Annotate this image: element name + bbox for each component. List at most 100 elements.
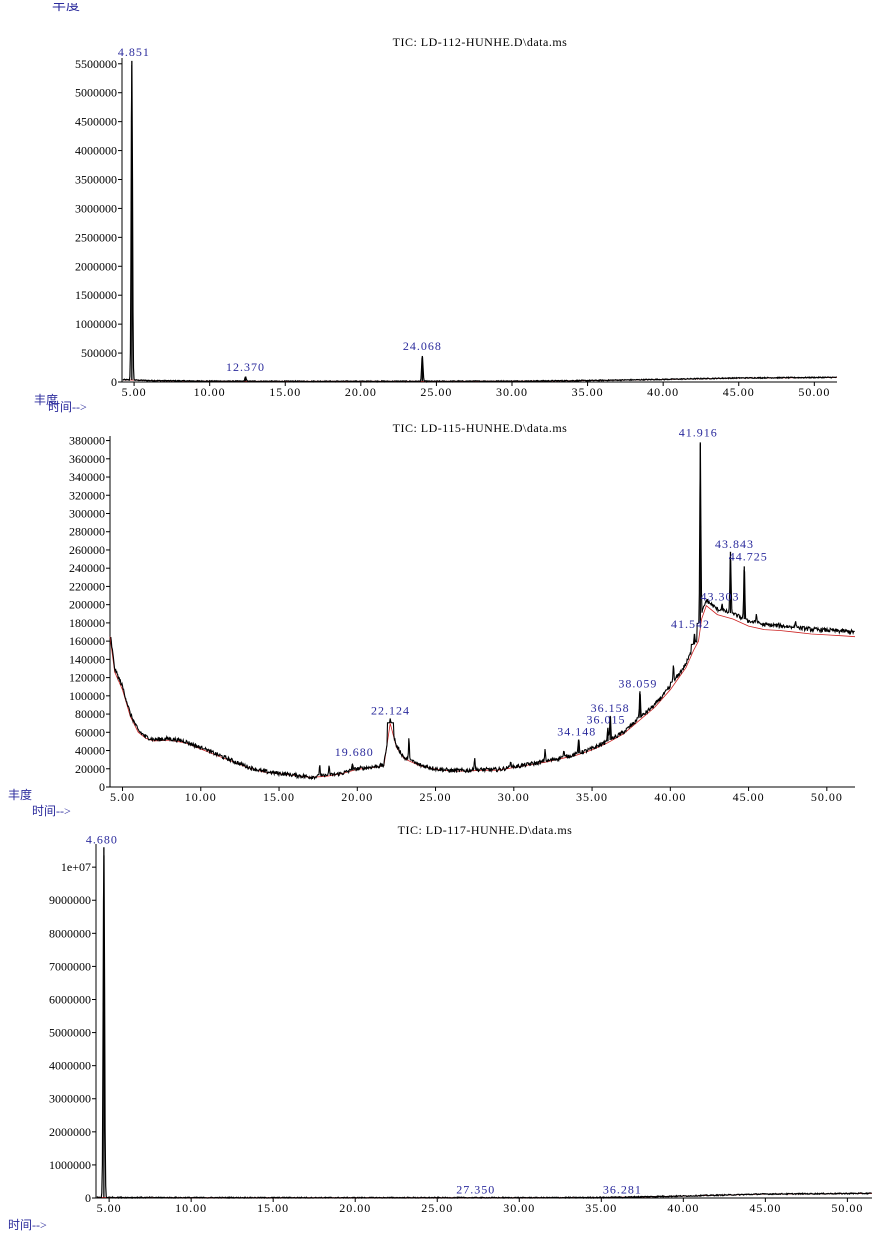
x-tick-label: 45.00 [749, 1201, 781, 1215]
x-tick-label: 25.00 [420, 385, 452, 399]
peak-label: 41.916 [679, 425, 718, 439]
x-tick-label: 5.00 [97, 1201, 122, 1215]
peak-label: 22.124 [371, 703, 410, 717]
y-tick-label: 360000 [69, 452, 105, 466]
peak-label: 38.059 [618, 676, 657, 690]
x-tick-label: 45.00 [733, 790, 765, 804]
y-tick-label: 80000 [75, 707, 105, 721]
x-tick-label: 45.00 [723, 385, 755, 399]
tic-trace [110, 443, 855, 781]
y-tick-label: 20000 [75, 762, 105, 776]
y-tick-label: 3000000 [49, 1092, 91, 1106]
y-tick-label: 2500000 [75, 230, 117, 244]
x-axis-label: 时间--> [32, 804, 71, 818]
chart-title: TIC: LD-115-HUNHE.D\data.ms [393, 421, 568, 435]
x-tick-label: 5.00 [122, 385, 147, 399]
x-tick-label: 40.00 [647, 385, 679, 399]
y-tick-label: 220000 [69, 579, 105, 593]
y-tick-label: 9000000 [49, 893, 91, 907]
x-axis-label: 时间--> [48, 400, 87, 414]
y-tick-label: 0 [85, 1191, 91, 1205]
peak-label: 4.851 [118, 45, 150, 59]
tic-trace [122, 64, 837, 384]
y-tick-label: 1e+07 [61, 860, 91, 874]
chart-panel-2: TIC: LD-115-HUNHE.D\data.ms 0 20000 40000 60… [8, 421, 856, 818]
y-tick-label: 1000000 [75, 317, 117, 331]
y-tick-label: 5500000 [75, 57, 117, 71]
y-tick-label: 300000 [69, 506, 105, 520]
y-tick-label: 4500000 [75, 115, 117, 129]
peak-label: 43.843 [715, 537, 754, 551]
y-tick-label: 120000 [69, 671, 105, 685]
peak-label: 43.303 [701, 590, 740, 604]
y-tick-label: 6000000 [49, 992, 91, 1006]
x-tick-label: 10.00 [194, 385, 226, 399]
x-tick-label: 40.00 [654, 790, 686, 804]
x-tick-label: 35.00 [572, 385, 604, 399]
y-tick-label: 240000 [69, 561, 105, 575]
peak-label: 12.370 [226, 360, 265, 374]
y-tick-label: 260000 [69, 543, 105, 557]
peak-label: 36.281 [603, 1183, 642, 1197]
y-tick-label: 0 [99, 780, 105, 794]
y-tick-label: 180000 [69, 616, 105, 630]
y-tick-label: 340000 [69, 470, 105, 484]
x-tick-label: 50.00 [798, 385, 830, 399]
x-tick-label: 10.00 [185, 790, 217, 804]
y-axis-label: 丰度 [8, 787, 32, 802]
x-tick-label: 15.00 [257, 1201, 289, 1215]
y-tick-label: 8000000 [49, 926, 91, 940]
peak-label: 44.725 [729, 549, 768, 563]
y-tick-label: 100000 [69, 689, 105, 703]
x-tick-label: 20.00 [339, 1201, 371, 1215]
peak-label: 27.350 [456, 1183, 495, 1197]
y-tick-label: 3000000 [75, 201, 117, 215]
x-tick-label: 25.00 [420, 790, 452, 804]
x-tick-label: 35.00 [576, 790, 608, 804]
y-tick-label: 1500000 [75, 288, 117, 302]
x-tick-label: 30.00 [496, 385, 528, 399]
x-tick-label: 10.00 [175, 1201, 207, 1215]
chart-title: TIC: LD-117-HUNHE.D\data.ms [398, 823, 573, 837]
x-tick-label: 15.00 [263, 790, 295, 804]
chart-title: TIC: LD-112-HUNHE.D\data.ms [393, 35, 568, 49]
x-tick-label: 5.00 [110, 790, 135, 804]
y-tick-label: 2000000 [49, 1125, 91, 1139]
peak-label: 36.158 [591, 701, 630, 715]
y-tick-label: 4000000 [75, 144, 117, 158]
y-tick-label: 380000 [69, 434, 105, 448]
peak-label: 34.148 [557, 725, 596, 739]
y-tick-label: 5000000 [49, 1026, 91, 1040]
y-tick-label: 40000 [75, 744, 105, 758]
x-tick-label: 15.00 [269, 385, 301, 399]
x-tick-label: 50.00 [831, 1201, 863, 1215]
y-tick-label: 1000000 [49, 1158, 91, 1172]
x-tick-label: 20.00 [341, 790, 373, 804]
y-tick-label: 2000000 [75, 259, 117, 273]
x-tick-label: 50.00 [811, 790, 843, 804]
y-tick-label: 280000 [69, 525, 105, 539]
tic-trace [96, 855, 872, 1200]
y-tick-label: 200000 [69, 598, 105, 612]
x-tick-label: 30.00 [498, 790, 530, 804]
x-tick-label: 40.00 [667, 1201, 699, 1215]
y-tick-label: 3500000 [75, 173, 117, 187]
y-tick-label: 60000 [75, 725, 105, 739]
chart-panel-3: TIC: LD-117-HUNHE.D\data.ms 0 1000000 20000… [8, 823, 873, 1232]
peak-label: 36.015 [586, 713, 625, 727]
y-tick-label: 4000000 [49, 1059, 91, 1073]
x-tick-label: 20.00 [345, 385, 377, 399]
baseline-line [109, 605, 856, 778]
x-tick-label: 35.00 [585, 1201, 617, 1215]
chart-panel-1: TIC: LD-112-HUNHE.D\data.ms 0 500000 100000… [34, 35, 838, 414]
peak-label: 24.068 [403, 339, 442, 353]
y-tick-label: 320000 [69, 488, 105, 502]
page-top-label: 丰度 [52, 3, 80, 12]
x-tick-label: 25.00 [421, 1201, 453, 1215]
x-axis-label: 时间--> [8, 1218, 47, 1232]
y-tick-label: 0 [111, 375, 117, 389]
y-tick-label: 5000000 [75, 86, 117, 100]
y-tick-label: 140000 [69, 652, 105, 666]
